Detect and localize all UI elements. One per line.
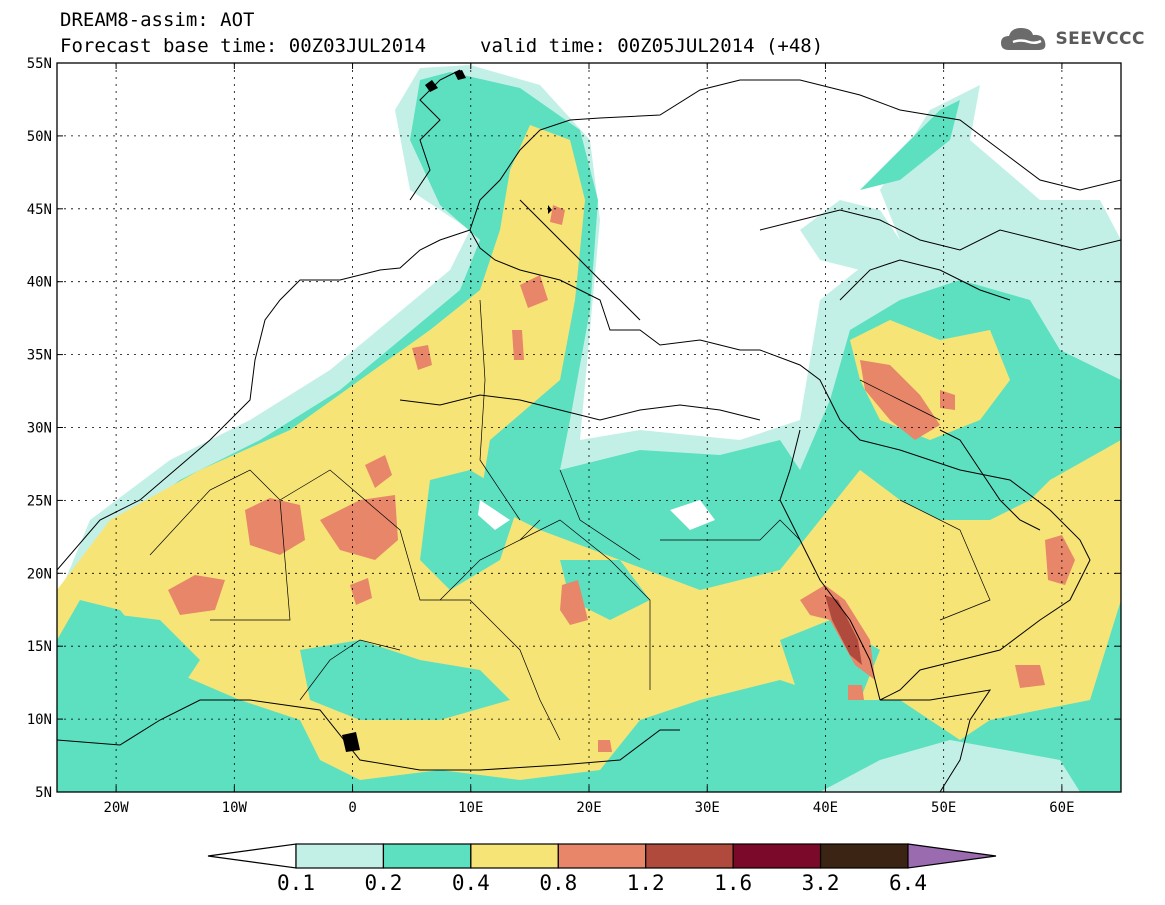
colorbar-swatch (819, 843, 909, 869)
lon-tick-label: 20E (576, 800, 601, 816)
lon-tick-label: 30E (695, 800, 720, 816)
islands (342, 70, 552, 752)
colorbar-label: 1.6 (714, 871, 752, 895)
lat-tick-label: 15N (27, 639, 52, 655)
cloud-icon (1001, 28, 1046, 50)
lon-tick-label: 50E (931, 800, 956, 816)
graticule (57, 63, 1121, 792)
colorbar-swatch (645, 843, 734, 869)
colorbar-label: 0.8 (539, 871, 577, 895)
colorbar-label: 0.1 (277, 871, 315, 895)
lon-tick-label: 60E (1049, 800, 1074, 816)
coastlines (57, 69, 1121, 792)
colorbar-label: 1.2 (627, 871, 665, 895)
colorbar-swatch (295, 843, 385, 869)
colorbar: 0.1 0.2 0.4 0.8 1.2 1.6 3.2 6.4 (207, 843, 997, 895)
lat-tick-label: 40N (27, 275, 52, 291)
colorbar-swatch (732, 843, 822, 869)
lat-tick-label: 30N (27, 421, 52, 437)
lon-tick-label: 40E (813, 800, 838, 816)
aot-fields (57, 65, 1121, 792)
lon-tick-label: 0 (348, 800, 356, 816)
aot-low-areas (478, 500, 715, 530)
lat-tick-label: 50N (27, 129, 52, 145)
lat-tick-label: 5N (35, 785, 52, 801)
lat-tick-label: 20N (27, 566, 52, 582)
valid-time: valid time: 00Z05JUL2014 (+48) (480, 35, 824, 57)
colorbar-swatch (382, 843, 472, 869)
lat-tick-label: 35N (27, 348, 52, 364)
borders (149, 299, 991, 741)
colorbar-label: 6.4 (889, 871, 927, 895)
lat-axis: 55N 50N 45N 40N 35N 30N 25N 20N 15N 10N 5N (27, 56, 52, 801)
aot-band-1.2 (825, 595, 862, 665)
lon-tick-label: 10E (458, 800, 483, 816)
lon-tick-label: 20W (103, 800, 129, 816)
colorbar-label: 3.2 (802, 871, 840, 895)
colorbar-low-arrow (207, 843, 297, 869)
aot-band-0.2-inner (60, 470, 880, 720)
forecast-base-time: Forecast base time: 00Z03JUL2014 (60, 35, 427, 57)
colorbar-high-arrow (907, 843, 997, 869)
colorbar-swatch (557, 843, 647, 869)
colorbar-swatch (470, 843, 559, 869)
lon-axis: 20W 10W 0 10E 20E 30E 40E 50E 60E (103, 800, 1074, 816)
colorbar-label: 0.4 (452, 871, 490, 895)
lat-tick-label: 55N (27, 56, 52, 72)
lon-tick-label: 10W (222, 800, 248, 816)
map-title: DREAM8-assim: AOT (60, 9, 255, 31)
colorbar-label: 0.2 (364, 871, 402, 895)
lat-tick-label: 25N (27, 493, 52, 509)
lat-tick-label: 45N (27, 202, 52, 218)
logo-text: SEEVCCC (1055, 29, 1145, 49)
seevccc-logo: SEEVCCC (999, 24, 1145, 54)
axis-ticks (57, 62, 1121, 793)
lat-tick-label: 10N (27, 712, 52, 728)
